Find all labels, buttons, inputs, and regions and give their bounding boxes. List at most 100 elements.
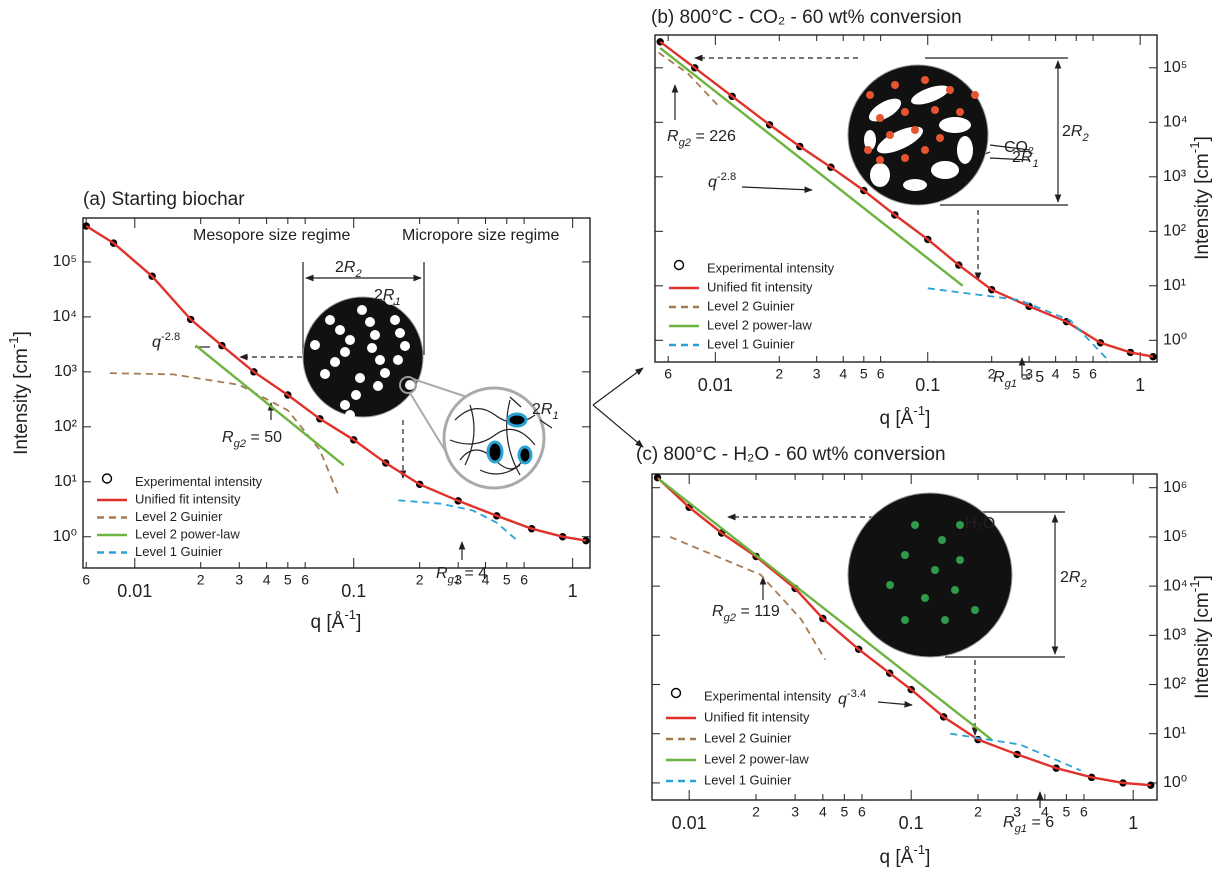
- annotation-part: 2: [374, 287, 383, 304]
- y-tick-label: 10¹: [54, 473, 77, 490]
- x-tick-label: 4: [482, 572, 490, 588]
- y-axis-title-part: ]: [1192, 136, 1213, 141]
- legend-label: Unified fit intensity: [707, 279, 813, 294]
- annotation-sup: -2.8: [161, 331, 180, 343]
- legend-label: Unified fit intensity: [704, 709, 810, 724]
- x-tick-label: 5: [503, 572, 511, 588]
- annotation-sub: 2: [1081, 132, 1089, 144]
- y-tick-label: 10⁴: [52, 308, 77, 325]
- x-tick-label: 6: [301, 572, 309, 588]
- annotation-sub: 2: [1079, 578, 1087, 590]
- series-line: [109, 372, 340, 496]
- x-tick-label: 5: [860, 366, 868, 382]
- y-tick-label: 10³: [1163, 627, 1187, 644]
- x-tick-label: 5: [1062, 804, 1070, 820]
- x-tick-label: 2: [974, 804, 982, 820]
- x-tick-label: 0.01: [672, 813, 707, 833]
- x-tick-label: 6: [1089, 366, 1097, 382]
- annotation: 2R1: [532, 401, 559, 422]
- x-tick-label: 0.1: [899, 813, 924, 833]
- x-axis-title-sup: -1: [913, 403, 925, 418]
- annotation-italic: R: [344, 259, 356, 276]
- x-tick-label: 6: [82, 572, 90, 588]
- x-tick-label: 6: [877, 366, 885, 382]
- annotation-sub: 2: [354, 268, 362, 280]
- annotation-sup: -2.8: [717, 171, 736, 183]
- annotation: Micropore size regime: [402, 227, 559, 244]
- y-tick-label: 10³: [54, 363, 78, 380]
- annotation-italic: R: [993, 369, 1005, 386]
- annotation: CO₂: [1004, 139, 1034, 156]
- x-axis-title-part: ]: [356, 612, 361, 633]
- annotation-italic: R: [1021, 149, 1033, 166]
- x-axis-title-part: q [Å: [880, 847, 914, 868]
- y-tick-label: 10⁰: [53, 528, 77, 545]
- y-tick-label: 10¹: [1163, 725, 1186, 742]
- x-tick-label: 0.01: [117, 581, 152, 601]
- series-line: [669, 536, 826, 661]
- annotation-italic: R: [383, 287, 395, 304]
- annotation: Rg1 = 4: [436, 565, 487, 586]
- x-tick-label: 2: [752, 804, 760, 820]
- y-tick-label: 10⁴: [1163, 577, 1188, 594]
- x-tick-label: 2: [197, 572, 205, 588]
- annotation-part: 2: [1060, 569, 1069, 586]
- annotation: Rg2 = 50: [222, 429, 282, 450]
- legend-marker: [673, 259, 685, 271]
- y-axis-title-part: Intensity [cm: [11, 348, 32, 455]
- annotation: q-2.8: [152, 331, 180, 351]
- y-axis-title: Intensity [cm-1]: [1187, 575, 1213, 699]
- annotation-sub: 1: [1032, 158, 1038, 170]
- legend-marker: [101, 473, 113, 484]
- legend-label: Experimental intensity: [135, 474, 263, 489]
- legend-label: Level 2 Guinier: [707, 298, 795, 313]
- annotation-italic: R: [222, 429, 234, 446]
- annotation: Rg1 = 6: [1003, 814, 1054, 835]
- legend-label: Experimental intensity: [704, 688, 832, 703]
- x-tick-label: 4: [1052, 366, 1060, 382]
- x-axis-title: q [Å-1]: [880, 842, 931, 868]
- x-axis-title: q [Å-1]: [880, 403, 931, 429]
- x-tick-label: 6: [520, 572, 528, 588]
- plot-frame: [651, 473, 1158, 801]
- annotation-part: = 226: [691, 128, 736, 145]
- series-line: [950, 732, 1082, 772]
- x-axis-title-part: ]: [925, 408, 930, 429]
- y-tick-label: 10²: [54, 418, 78, 435]
- annotation-part: Mesopore size regime: [193, 227, 351, 244]
- y-axis-title-part: ]: [1192, 575, 1213, 580]
- annotation-sub: 1: [394, 296, 400, 308]
- y-axis-title-sup: -1: [6, 336, 21, 348]
- annotation-part: 2: [532, 401, 541, 418]
- plot-frame: [82, 217, 591, 569]
- y-axis-title: Intensity [cm-1]: [1187, 136, 1213, 260]
- annotation-sub: g1: [448, 574, 460, 586]
- annotation-italic: R: [436, 565, 448, 582]
- y-tick-label: 10⁵: [1163, 59, 1187, 76]
- x-tick-label: 5: [284, 572, 292, 588]
- plot-frame: [654, 34, 1158, 363]
- y-tick-label: 10⁰: [1163, 774, 1187, 791]
- x-axis-title: q [Å-1]: [311, 607, 362, 633]
- annotation-italic: R: [667, 128, 679, 145]
- y-tick-label: 10⁶: [1163, 479, 1187, 496]
- annotation-part: 2: [335, 259, 344, 276]
- annotation: Rg1 = 5: [993, 369, 1044, 390]
- x-tick-label: 3: [1025, 366, 1033, 382]
- annotation-sup: -3.4: [847, 688, 866, 700]
- x-tick-label: 3: [454, 572, 462, 588]
- annotation: 2R2: [1060, 569, 1087, 590]
- chart-title: (c) 800°C - H₂O - 60 wt% conversion: [636, 444, 946, 465]
- x-tick-label: 4: [819, 804, 827, 820]
- y-tick-label: 10²: [1163, 223, 1187, 240]
- x-tick-label: 5: [840, 804, 848, 820]
- annotation-sub: g2: [679, 137, 692, 149]
- series-line: [659, 40, 1154, 358]
- chart-title: (a) Starting biochar: [83, 189, 245, 210]
- y-axis-title-part: Intensity [cm: [1192, 592, 1213, 699]
- annotation: 2R2: [335, 259, 362, 280]
- legend-label: Level 1 Guinier: [135, 544, 223, 559]
- y-axis-title-part: ]: [11, 331, 32, 336]
- annotation: q-2.8: [708, 171, 736, 191]
